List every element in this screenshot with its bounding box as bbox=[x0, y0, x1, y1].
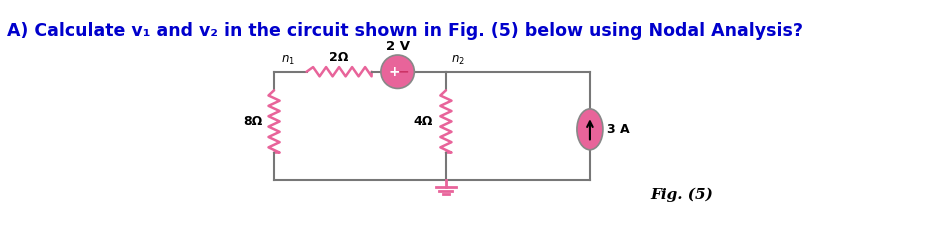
Text: 2 V: 2 V bbox=[385, 40, 410, 53]
Text: Fig. (5): Fig. (5) bbox=[650, 187, 713, 201]
Text: −: − bbox=[398, 65, 409, 79]
Text: 2Ω: 2Ω bbox=[329, 51, 349, 64]
Text: +: + bbox=[388, 65, 399, 79]
Text: A) Calculate v₁ and v₂ in the circuit shown in Fig. (5) below using Nodal Analys: A) Calculate v₁ and v₂ in the circuit sh… bbox=[8, 22, 804, 40]
Text: 8Ω: 8Ω bbox=[243, 115, 262, 128]
Text: 4Ω: 4Ω bbox=[414, 115, 433, 128]
Text: $\it{n}_1$: $\it{n}_1$ bbox=[281, 54, 296, 67]
Text: 3 A: 3 A bbox=[607, 123, 630, 136]
Ellipse shape bbox=[577, 109, 603, 150]
Ellipse shape bbox=[381, 55, 415, 88]
Text: $\it{n}_2$: $\it{n}_2$ bbox=[451, 54, 464, 67]
